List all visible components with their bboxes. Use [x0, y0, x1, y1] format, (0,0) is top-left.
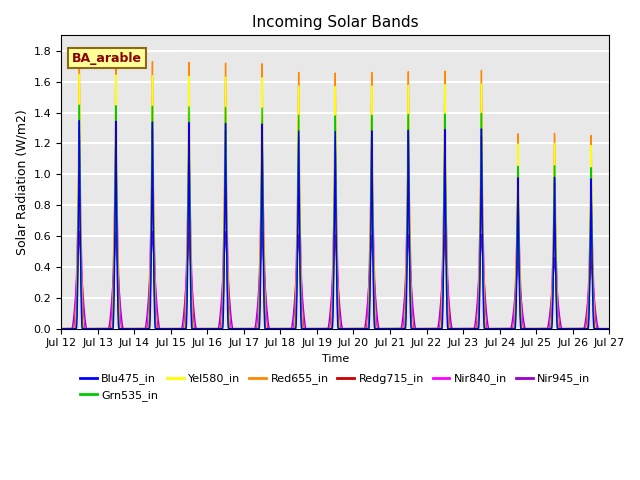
Text: BA_arable: BA_arable — [72, 52, 142, 65]
Legend: Blu475_in, Grn535_in, Yel580_in, Red655_in, Redg715_in, Nir840_in, Nir945_in: Blu475_in, Grn535_in, Yel580_in, Red655_… — [76, 369, 595, 405]
X-axis label: Time: Time — [321, 354, 349, 364]
Title: Incoming Solar Bands: Incoming Solar Bands — [252, 15, 419, 30]
Y-axis label: Solar Radiation (W/m2): Solar Radiation (W/m2) — [15, 109, 28, 255]
